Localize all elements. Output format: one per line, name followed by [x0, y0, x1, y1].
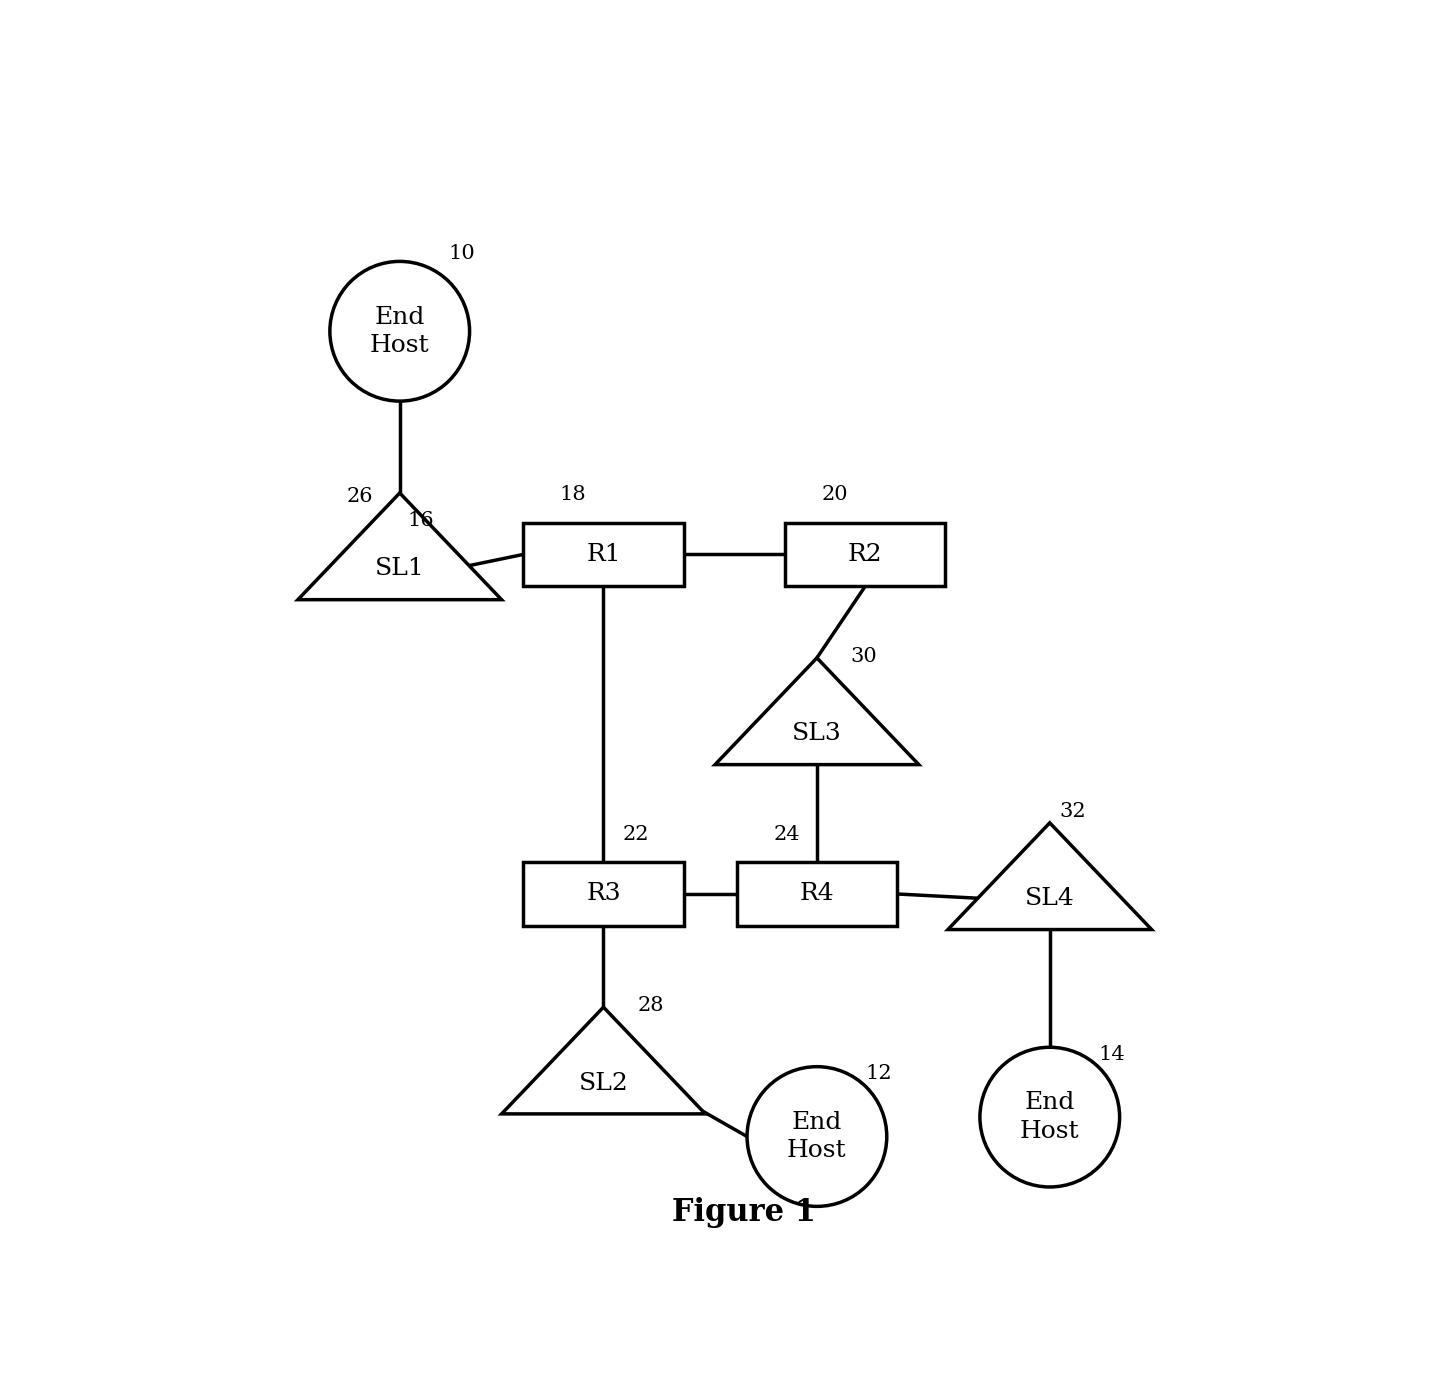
Text: R2: R2 [848, 543, 883, 565]
Text: 32: 32 [1060, 802, 1086, 821]
Polygon shape [714, 658, 919, 765]
Text: 26: 26 [347, 486, 373, 506]
Text: 14: 14 [1098, 1045, 1125, 1064]
Text: 10: 10 [449, 244, 475, 263]
Circle shape [980, 1048, 1119, 1186]
Text: 20: 20 [822, 485, 848, 505]
Text: 22: 22 [623, 825, 649, 844]
Bar [736, 862, 897, 926]
Text: SL1: SL1 [375, 557, 424, 581]
Polygon shape [501, 1008, 706, 1114]
Bar [786, 523, 945, 586]
Text: End
Host: End Host [787, 1110, 847, 1163]
Bar [523, 523, 684, 586]
Circle shape [330, 262, 469, 401]
Text: 28: 28 [637, 997, 664, 1015]
Text: SL3: SL3 [791, 722, 842, 746]
Text: Figure 1: Figure 1 [672, 1196, 816, 1228]
Text: 12: 12 [865, 1064, 892, 1084]
Text: 16: 16 [408, 511, 434, 529]
Text: SL2: SL2 [578, 1071, 629, 1095]
Text: 24: 24 [774, 825, 800, 844]
Text: 30: 30 [851, 647, 877, 665]
Polygon shape [298, 493, 501, 600]
Bar [523, 862, 684, 926]
Text: R1: R1 [587, 543, 620, 565]
Text: SL4: SL4 [1025, 887, 1074, 911]
Text: 18: 18 [560, 485, 587, 505]
Polygon shape [948, 823, 1151, 930]
Text: End
Host: End Host [1019, 1091, 1080, 1143]
Text: End
Host: End Host [370, 305, 430, 358]
Circle shape [748, 1067, 887, 1206]
Text: R3: R3 [587, 883, 621, 905]
Text: R4: R4 [800, 883, 835, 905]
